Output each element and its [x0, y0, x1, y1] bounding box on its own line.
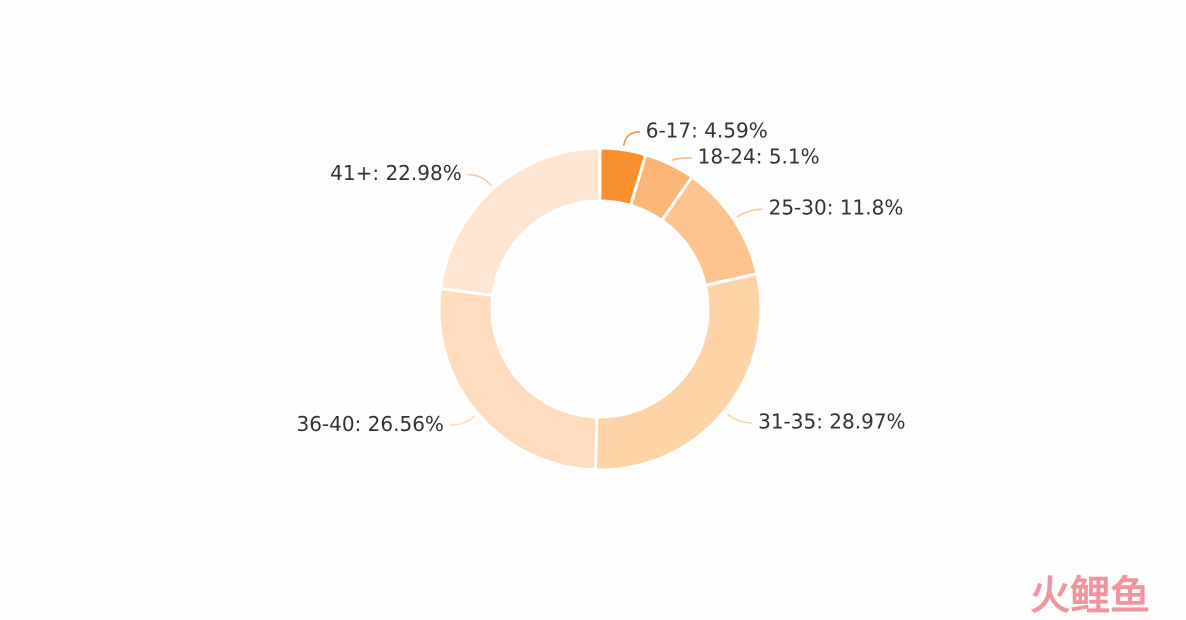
data-label: 25-30: 11.8%: [769, 196, 904, 220]
watermark: 火鲤鱼: [1030, 573, 1150, 619]
data-label: 6-17: 4.59%: [646, 118, 768, 142]
data-label: 41+: 22.98%: [330, 161, 462, 185]
data-label: 31-35: 28.97%: [758, 409, 905, 433]
slice: [438, 146, 602, 298]
data-label: 36-40: 26.56%: [296, 412, 443, 436]
slice: [593, 271, 763, 472]
slice: [437, 286, 599, 472]
label-line: [736, 208, 763, 218]
data-label: 18-24: 5.1%: [698, 144, 820, 168]
label-line: [467, 173, 492, 186]
label-line: [726, 413, 753, 424]
label-line: [671, 157, 692, 162]
label-line: [449, 415, 476, 427]
label-line: [622, 131, 640, 146]
